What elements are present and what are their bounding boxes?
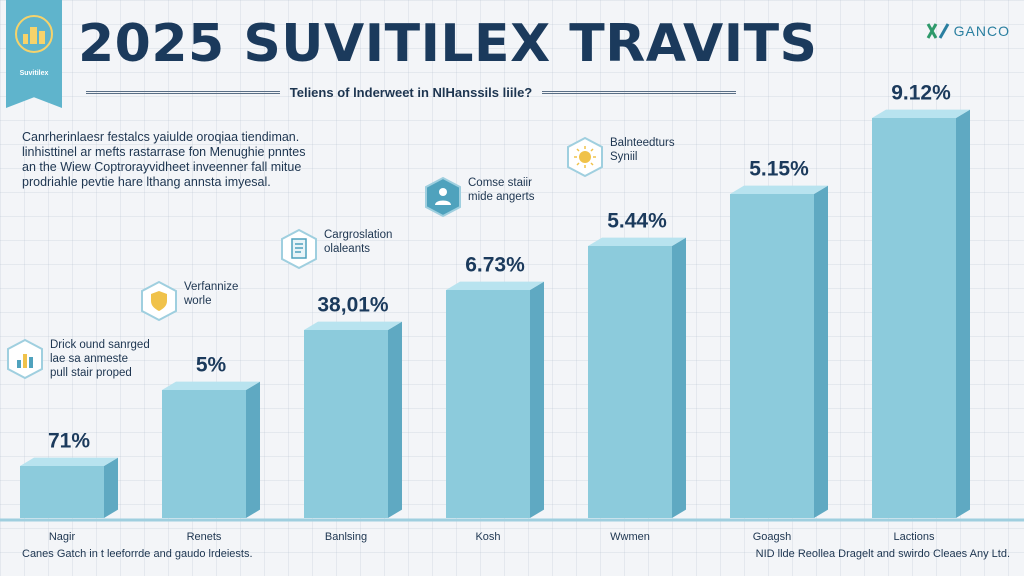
page-title: 2025 SUVITILEX TRAVITS <box>78 14 818 74</box>
callout-line: olaleants <box>324 243 371 255</box>
callout-line: Verfannize <box>184 281 239 293</box>
callout-line: mide angerts <box>468 191 535 203</box>
x-tick-label: Banlsing <box>325 531 367 543</box>
x-tick-label: Lactions <box>894 531 935 543</box>
chart-subtitle: Teliens of lnderweet in NlHanssils liile… <box>289 84 533 100</box>
x-tick-label: Kosh <box>475 531 500 543</box>
intro-text: Canrherinlaesr festalcs yaiulde oroqiaa … <box>22 130 322 190</box>
bar-value-label: 5.15% <box>749 158 809 181</box>
bar-value-label: 5% <box>196 354 227 377</box>
logo-mark-icon <box>926 23 949 39</box>
x-tick-label: Goagsh <box>753 531 792 543</box>
shield-icon <box>141 280 177 322</box>
callout-line: Comse staiir <box>468 177 532 189</box>
bar-value-label: 5.44% <box>607 210 667 233</box>
callout-line: worle <box>184 295 212 307</box>
bar-value-label: 71% <box>48 430 90 453</box>
subtitle-divider-left <box>86 90 280 94</box>
bar-top <box>304 321 402 330</box>
bar-top <box>872 109 970 118</box>
footer-note: Canes Gatch in t leeforrde and gaudo lrd… <box>22 548 253 560</box>
intro-line: an the Wiew Coptrorayvidheet inveenner f… <box>22 160 302 174</box>
callout-2: Verfannize worle <box>140 280 238 322</box>
intro-line: Canrherinlaesr festalcs yaiulde oroqiaa … <box>22 130 300 144</box>
callout-3: Cargroslation olaleants <box>280 228 392 270</box>
bar-side <box>104 457 118 518</box>
callout-line: Syniil <box>610 151 638 163</box>
callout-line: Cargroslation <box>324 229 393 241</box>
x-tick-label: Nagir <box>49 531 76 543</box>
callout-line: lae sa anmeste <box>50 353 128 365</box>
bar-side <box>814 185 828 518</box>
sun-icon <box>567 136 603 178</box>
bar <box>446 290 530 518</box>
bar <box>872 118 956 518</box>
bar-side <box>530 281 544 518</box>
callout-line: pull stair proped <box>50 367 132 379</box>
bar-value-label: 6.73% <box>465 254 525 277</box>
bar <box>304 330 388 518</box>
callout-4: Comse staiir mide angerts <box>424 176 534 218</box>
ribbon-badge: Suvitilex <box>6 0 62 108</box>
callout-5: Balnteedturs Syniil <box>566 136 675 178</box>
bar <box>588 246 672 518</box>
callout-1: Drick ound sanrged lae sa anmeste pull s… <box>6 338 150 380</box>
document-icon <box>281 228 317 270</box>
x-tick-label: Renets <box>187 531 222 543</box>
city-skyline-icon <box>15 15 53 53</box>
callout-line: Balnteedturs <box>610 137 675 149</box>
footer-source: NID llde Reollea Dragelt and swirdo Clea… <box>755 548 1010 560</box>
x-tick-label: Wwmen <box>610 531 650 543</box>
bar-value-label: 38,01% <box>317 294 389 317</box>
bar-side <box>246 381 260 518</box>
bar-side <box>388 321 402 518</box>
ribbon-label: Suvitilex <box>19 70 49 77</box>
bar-top <box>446 281 544 290</box>
bar-side <box>956 109 970 518</box>
callout-line: Drick ound sanrged <box>50 339 150 351</box>
intro-line: prodriahle pevtie hare lthang annsta imy… <box>22 175 271 189</box>
bar-value-label: 9.12% <box>891 82 951 105</box>
bar <box>730 194 814 518</box>
subtitle-divider-right <box>542 90 736 94</box>
bar-side <box>672 237 686 518</box>
bar-top <box>730 185 828 194</box>
bar <box>20 466 104 518</box>
bar <box>162 390 246 518</box>
intro-line: linhisttinel ar mefts rastarrase fon Men… <box>22 145 306 159</box>
subtitle-row: Teliens of lnderweet in NlHanssils liile… <box>86 84 736 100</box>
bar-top <box>20 457 118 466</box>
bar-chart-icon <box>7 338 43 380</box>
logo-text: GANCO <box>953 23 1010 39</box>
brand-logo: GANCO <box>926 22 1010 40</box>
bar-top <box>588 237 686 246</box>
bar-top <box>162 381 260 390</box>
people-icon <box>425 176 461 218</box>
